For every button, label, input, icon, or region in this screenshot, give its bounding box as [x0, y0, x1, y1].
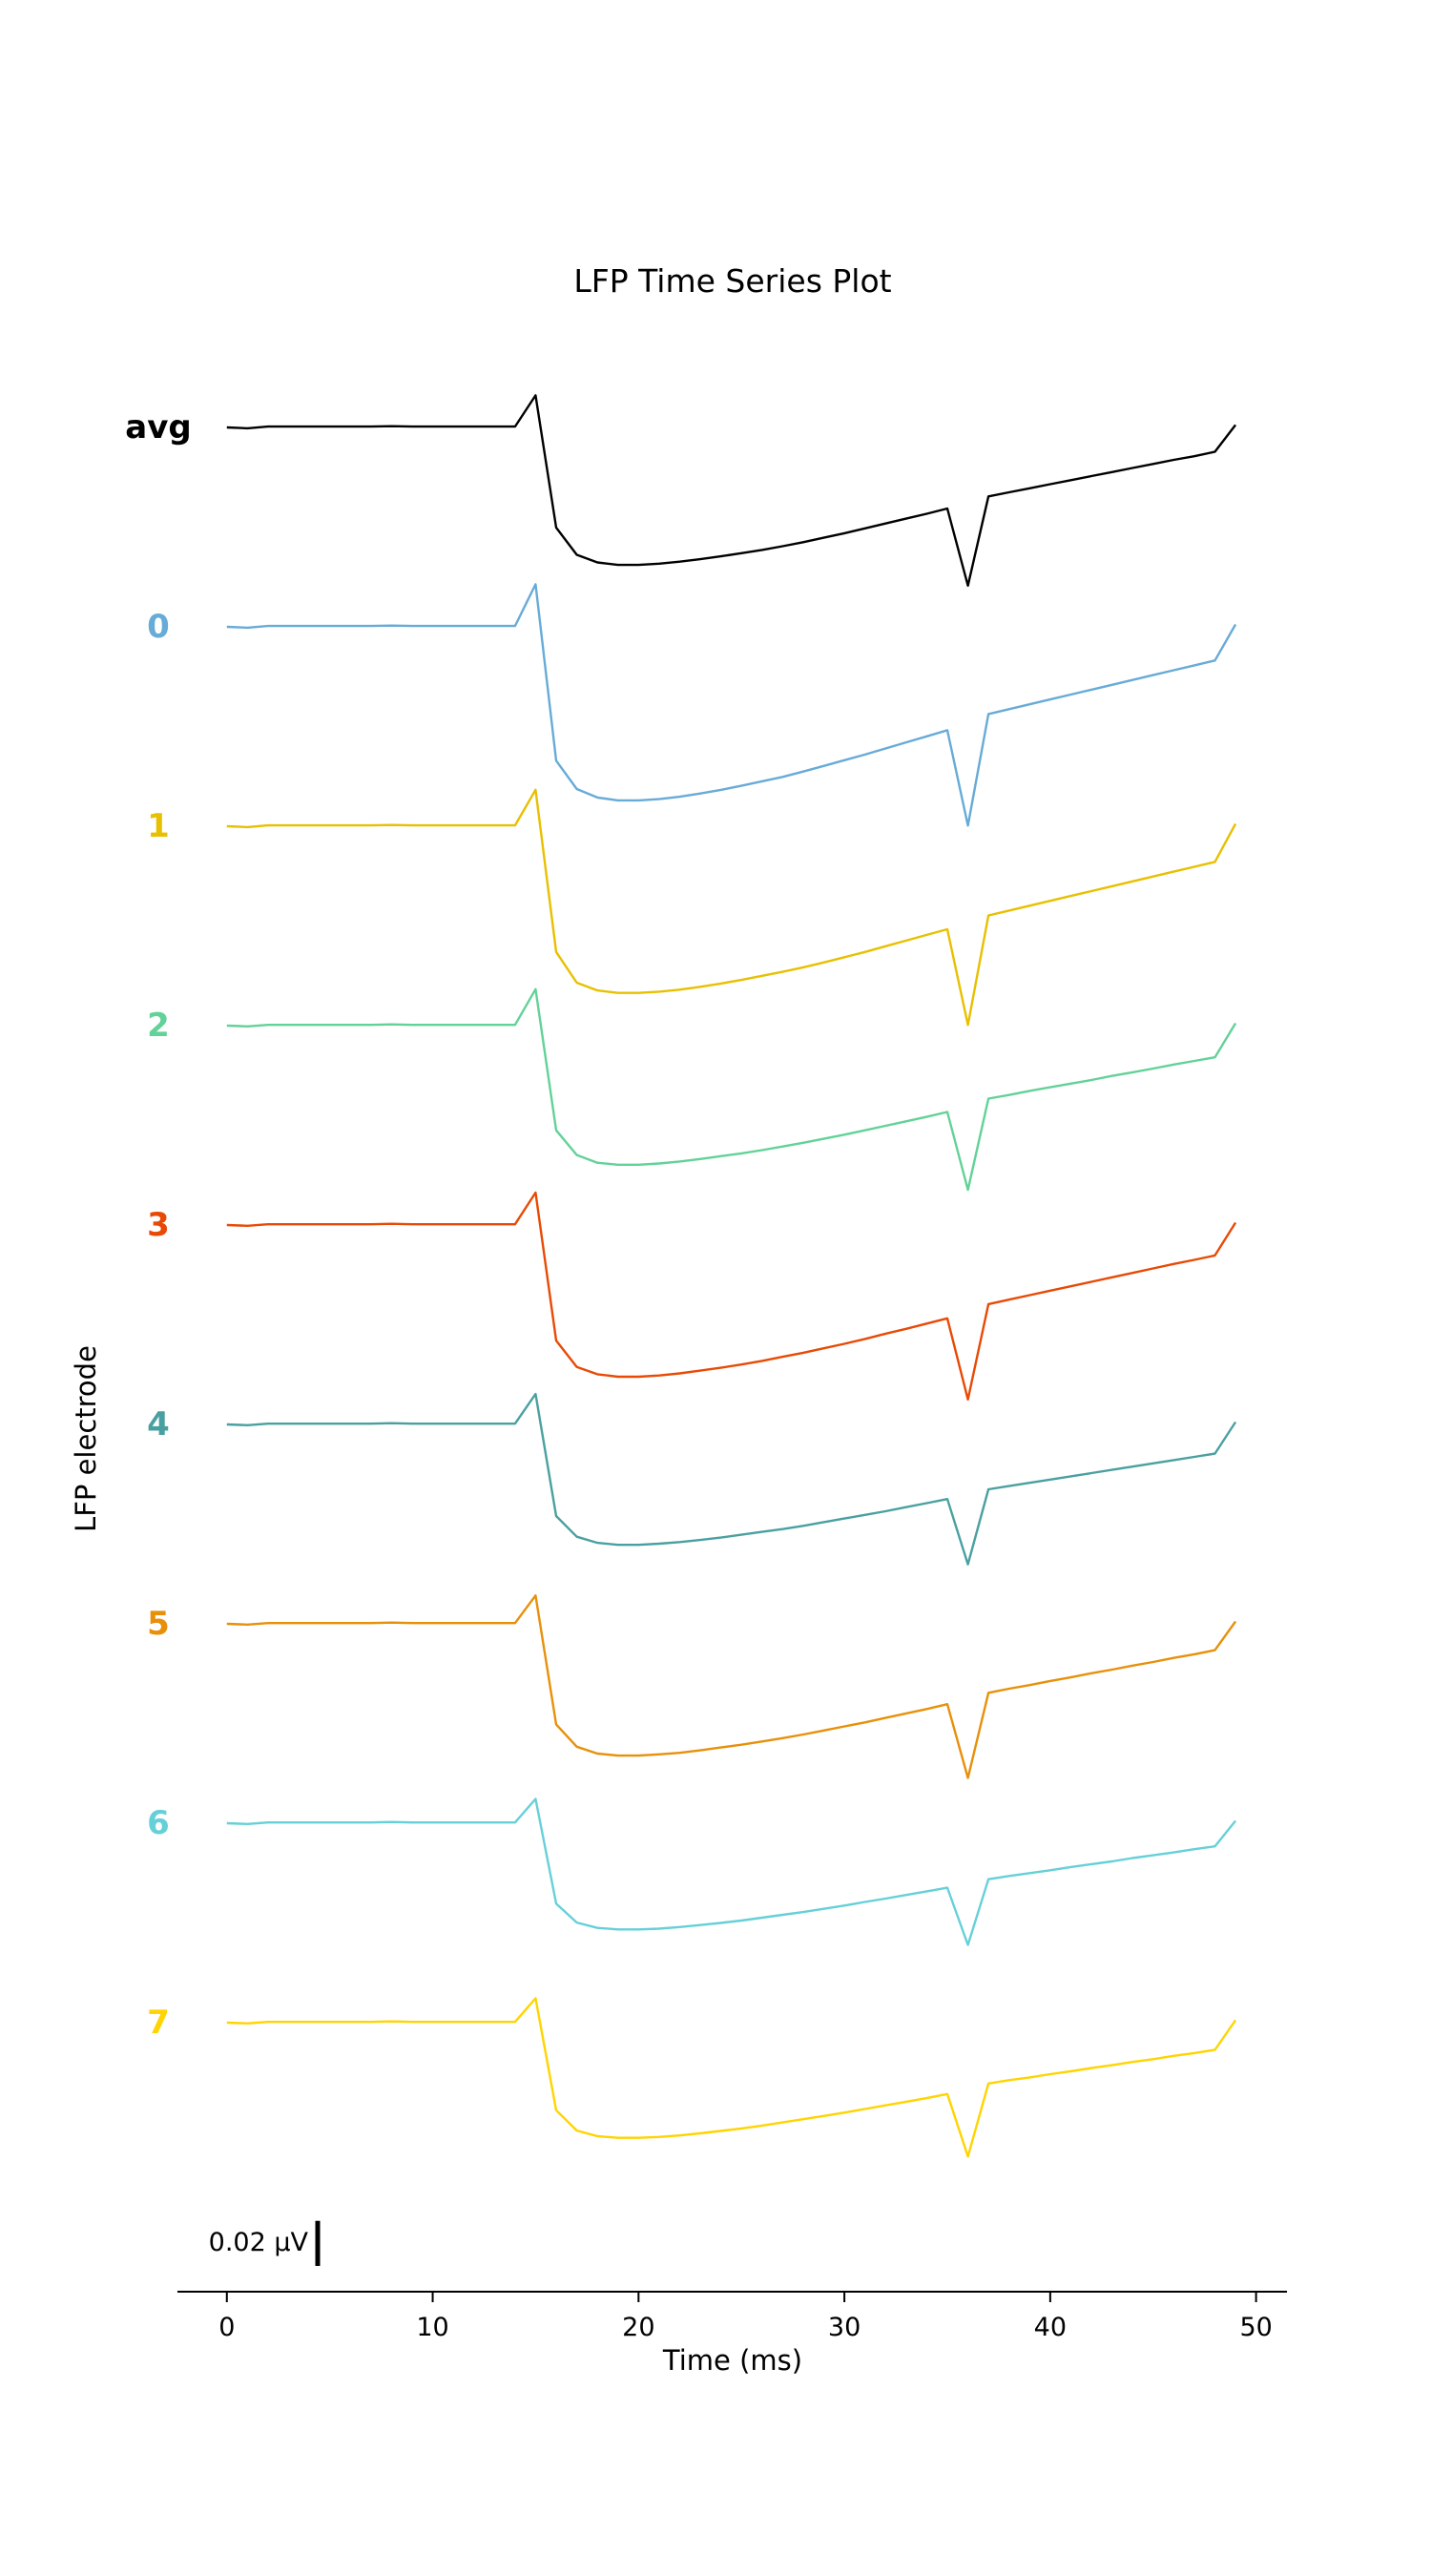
- trace-3: [226, 1191, 1237, 1402]
- trace-4: [226, 1392, 1237, 1566]
- x-axis-label: Time (ms): [662, 2344, 802, 2377]
- row-label-0: 0: [147, 608, 170, 646]
- row-label-avg: avg: [125, 408, 191, 447]
- x-tick-group: 0 10 20 30 40 50: [218, 2292, 1273, 2342]
- trace-7: [226, 1997, 1237, 2158]
- row-label-1: 1: [147, 807, 170, 845]
- row-label-5: 5: [147, 1605, 170, 1643]
- x-tick-label: 20: [622, 2313, 654, 2342]
- x-tick-label: 10: [416, 2313, 448, 2342]
- trace-5: [226, 1594, 1237, 1779]
- row-label-7: 7: [147, 2004, 170, 2042]
- trace-2: [226, 987, 1237, 1192]
- x-tick-label: 40: [1034, 2313, 1067, 2342]
- trace-1: [226, 788, 1237, 1027]
- x-tick-label: 30: [828, 2313, 861, 2342]
- chart-title: LFP Time Series Plot: [573, 262, 891, 300]
- scale-bar-label: 0.02 μV: [209, 2228, 309, 2257]
- row-label-group: avg 0 1 2 3 4 5 6 7: [125, 408, 191, 2042]
- x-tick-label: 0: [218, 2313, 235, 2342]
- row-label-3: 3: [147, 1206, 170, 1244]
- row-label-2: 2: [147, 1007, 170, 1045]
- row-label-6: 6: [147, 1804, 170, 1842]
- y-axis-label: LFP electrode: [70, 1345, 102, 1532]
- trace-avg: [226, 394, 1237, 587]
- trace-6: [226, 1797, 1237, 1946]
- trace-0: [226, 583, 1237, 827]
- row-label-4: 4: [147, 1405, 170, 1444]
- x-tick-label: 50: [1239, 2313, 1272, 2342]
- trace-group: [226, 394, 1237, 2158]
